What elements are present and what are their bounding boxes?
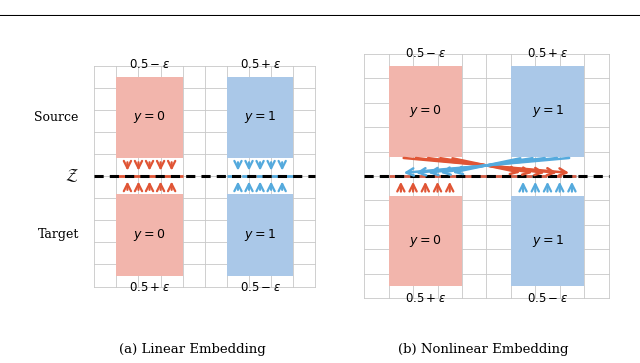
Text: $0.5 - \epsilon$: $0.5 - \epsilon$ [239, 281, 280, 294]
Text: $y = 0$: $y = 0$ [133, 227, 166, 242]
Text: $\mathcal{Z}$: $\mathcal{Z}$ [65, 168, 79, 184]
Text: $y = 0$: $y = 0$ [409, 103, 442, 119]
Text: $0.5 + \epsilon$: $0.5 + \epsilon$ [404, 292, 446, 305]
Text: $0.5 + \epsilon$: $0.5 + \epsilon$ [129, 281, 170, 294]
Bar [511, 196, 584, 286]
Bar [227, 77, 293, 158]
Bar [388, 66, 462, 156]
Text: $y = 1$: $y = 1$ [532, 233, 563, 249]
Bar [116, 194, 182, 276]
Bar [227, 194, 293, 276]
Text: $y = 0$: $y = 0$ [409, 233, 442, 249]
Text: $y = 0$: $y = 0$ [133, 110, 166, 126]
Text: $y = 1$: $y = 1$ [244, 227, 276, 242]
Bar [388, 196, 462, 286]
Text: $0.5 - \epsilon$: $0.5 - \epsilon$ [129, 58, 170, 71]
Text: (b) Nonlinear Embedding: (b) Nonlinear Embedding [398, 343, 568, 356]
Text: $y = 1$: $y = 1$ [532, 103, 563, 119]
Text: $0.5 + \epsilon$: $0.5 + \epsilon$ [239, 58, 280, 71]
Text: $0.5 - \epsilon$: $0.5 - \epsilon$ [527, 292, 568, 305]
Text: Source: Source [35, 111, 79, 124]
Text: Target: Target [37, 228, 79, 241]
Text: $0.5 - \epsilon$: $0.5 - \epsilon$ [404, 47, 446, 60]
Text: $y = 1$: $y = 1$ [244, 110, 276, 126]
Text: (a) Linear Embedding: (a) Linear Embedding [118, 343, 266, 356]
Bar [116, 77, 182, 158]
Text: $0.5 + \epsilon$: $0.5 + \epsilon$ [527, 47, 568, 60]
Bar [511, 66, 584, 156]
